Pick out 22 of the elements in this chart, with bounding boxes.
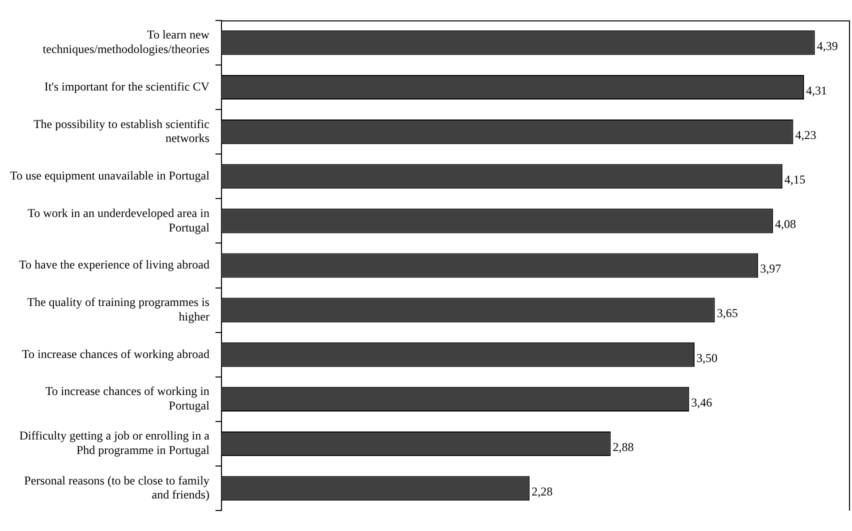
y-tick-label: To increase chances of working abroad: [22, 346, 210, 361]
data-label: 4,15: [784, 172, 806, 187]
data-label: 3,46: [691, 395, 712, 410]
y-tick-label: To learn new techniques/methodologies/theories: [42, 28, 210, 56]
data-label: 2,88: [612, 440, 634, 454]
y-tick-label: The quality of training programmes is higher: [27, 295, 210, 324]
y-tick-label: To increase chances of working in Portugal: [45, 384, 210, 413]
y-tick-label: It's important for the scientific CV: [44, 79, 210, 94]
data-label: 4,08: [774, 217, 796, 232]
y-tick-label: Difficulty getting a job or enrolling in a Phd programme in Portugal: [19, 428, 210, 458]
data-label: 3,97: [760, 262, 782, 276]
data-label: 4,39: [816, 38, 838, 53]
data-label: 2,28: [532, 484, 553, 498]
data-label: 4,31: [806, 83, 828, 98]
data-label: 4,23: [795, 128, 816, 142]
data-label: 3,65: [716, 306, 738, 320]
y-tick-label: To have the experience of living abroad: [19, 258, 210, 272]
data-label: 3,50: [696, 350, 718, 365]
y-tick-label: To work in an underdeveloped area in Portugal: [28, 206, 210, 234]
y-tick-label: To use equipment unavailable in Portugal: [10, 168, 210, 183]
y-tick-label: The possibility to establish scientific networks: [33, 116, 210, 146]
y-tick-label: Personal reasons (to be close to family and friends): [24, 473, 210, 502]
